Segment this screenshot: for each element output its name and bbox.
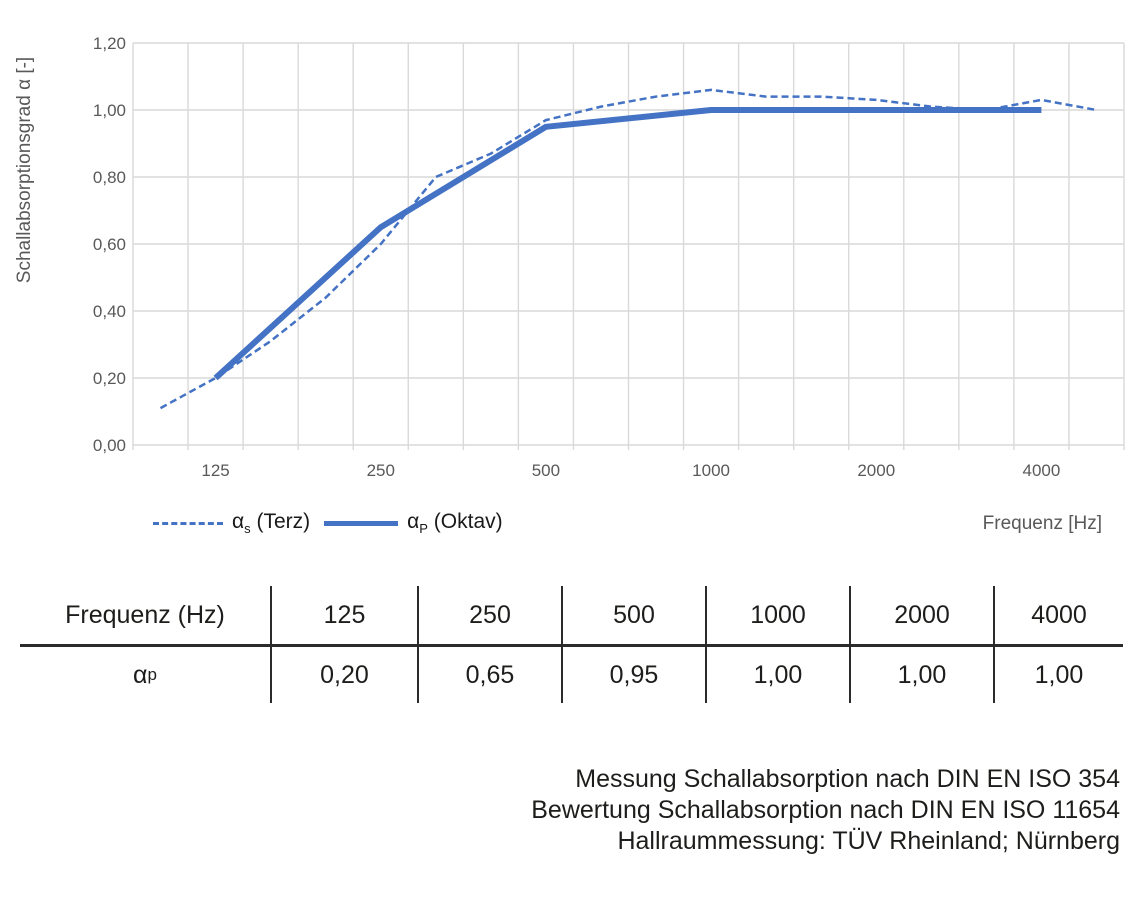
x-tick-label: 500	[532, 461, 560, 480]
y-axis-title: Schallabsorptionsgrad α [-]	[14, 57, 35, 283]
legend-label-terz: αs (Terz)	[232, 509, 311, 537]
alpha-p-table: Frequenz (Hz) 125 250 500 1000 2000 4000 α p 0,20…	[20, 586, 1123, 703]
table-value-cell: 0,20	[270, 647, 417, 703]
table-header-value: 4000	[993, 586, 1123, 644]
footer-line: Hallraummessung: TÜV Rheinland; Nürnberg	[617, 827, 1120, 855]
y-tick-label: 0,00	[93, 436, 126, 455]
absorption-chart: 0,00 0,20 0,40 0,60 0,80 1,00 1,20 125 250 500 100…	[14, 34, 1125, 540]
x-tick-label: 4000	[1023, 461, 1061, 480]
series-lines	[159, 88, 1097, 410]
y-tick-label: 0,40	[93, 302, 126, 321]
legend-label-oktav: αP (Oktav)	[407, 509, 503, 537]
table-value-cell: 0,65	[417, 647, 561, 703]
y-tick-label: 1,00	[93, 101, 126, 120]
table-header-frequency: Frequenz (Hz)	[65, 600, 225, 629]
x-tick-label: 125	[201, 461, 229, 480]
table-value-cell: 1,00	[993, 647, 1123, 703]
x-tick-label: 2000	[857, 461, 895, 480]
table-header-value: 500	[561, 586, 705, 644]
table-header-value: 2000	[849, 586, 993, 644]
y-tick-label: 1,20	[93, 34, 126, 53]
dashed-line-swatch	[153, 521, 223, 525]
table-value-cell: 0,95	[561, 647, 705, 703]
chart-legend: αs (Terz) αP (Oktav)	[153, 506, 503, 540]
table-row: Frequenz (Hz) 125 250 500 1000 2000 4000	[20, 586, 1123, 647]
y-tick-label: 0,20	[93, 369, 126, 388]
series-line-terz	[159, 88, 1097, 410]
series-line-oktav	[213, 107, 1042, 381]
x-axis-title: Frequenz [Hz]	[983, 513, 1102, 534]
table-value-cell: 1,00	[705, 647, 849, 703]
table-value-cell: 1,00	[849, 647, 993, 703]
footer-line: Bewertung Schallabsorption nach DIN EN I…	[531, 796, 1120, 824]
table-row: α p 0,20 0,65 0,95 1,00 1,00 1,00	[20, 647, 1123, 703]
chart-canvas: 0,00 0,20 0,40 0,60 0,80 1,00 1,20 125 250 500 100…	[14, 34, 1125, 534]
solid-line-swatch	[324, 520, 399, 526]
footer-line: Messung Schallabsorption nach DIN EN ISO…	[575, 765, 1120, 793]
x-tick-label: 1000	[692, 461, 730, 480]
x-tick-label: 250	[367, 461, 395, 480]
y-tick-label: 0,60	[93, 235, 126, 254]
table-header-value: 1000	[705, 586, 849, 644]
table-header-value: 125	[270, 586, 417, 644]
axis-tick-labels: 0,00 0,20 0,40 0,60 0,80 1,00 1,20 125 250 500 100…	[93, 34, 1060, 480]
table-header-value: 250	[417, 586, 561, 644]
footer-notes: Messung Schallabsorption nach DIN EN ISO…	[531, 764, 1120, 857]
y-tick-label: 0,80	[93, 168, 126, 187]
legend-item-oktav: αP (Oktav)	[324, 509, 503, 537]
gridlines	[132, 42, 1125, 450]
legend-item-terz: αs (Terz)	[153, 510, 310, 536]
